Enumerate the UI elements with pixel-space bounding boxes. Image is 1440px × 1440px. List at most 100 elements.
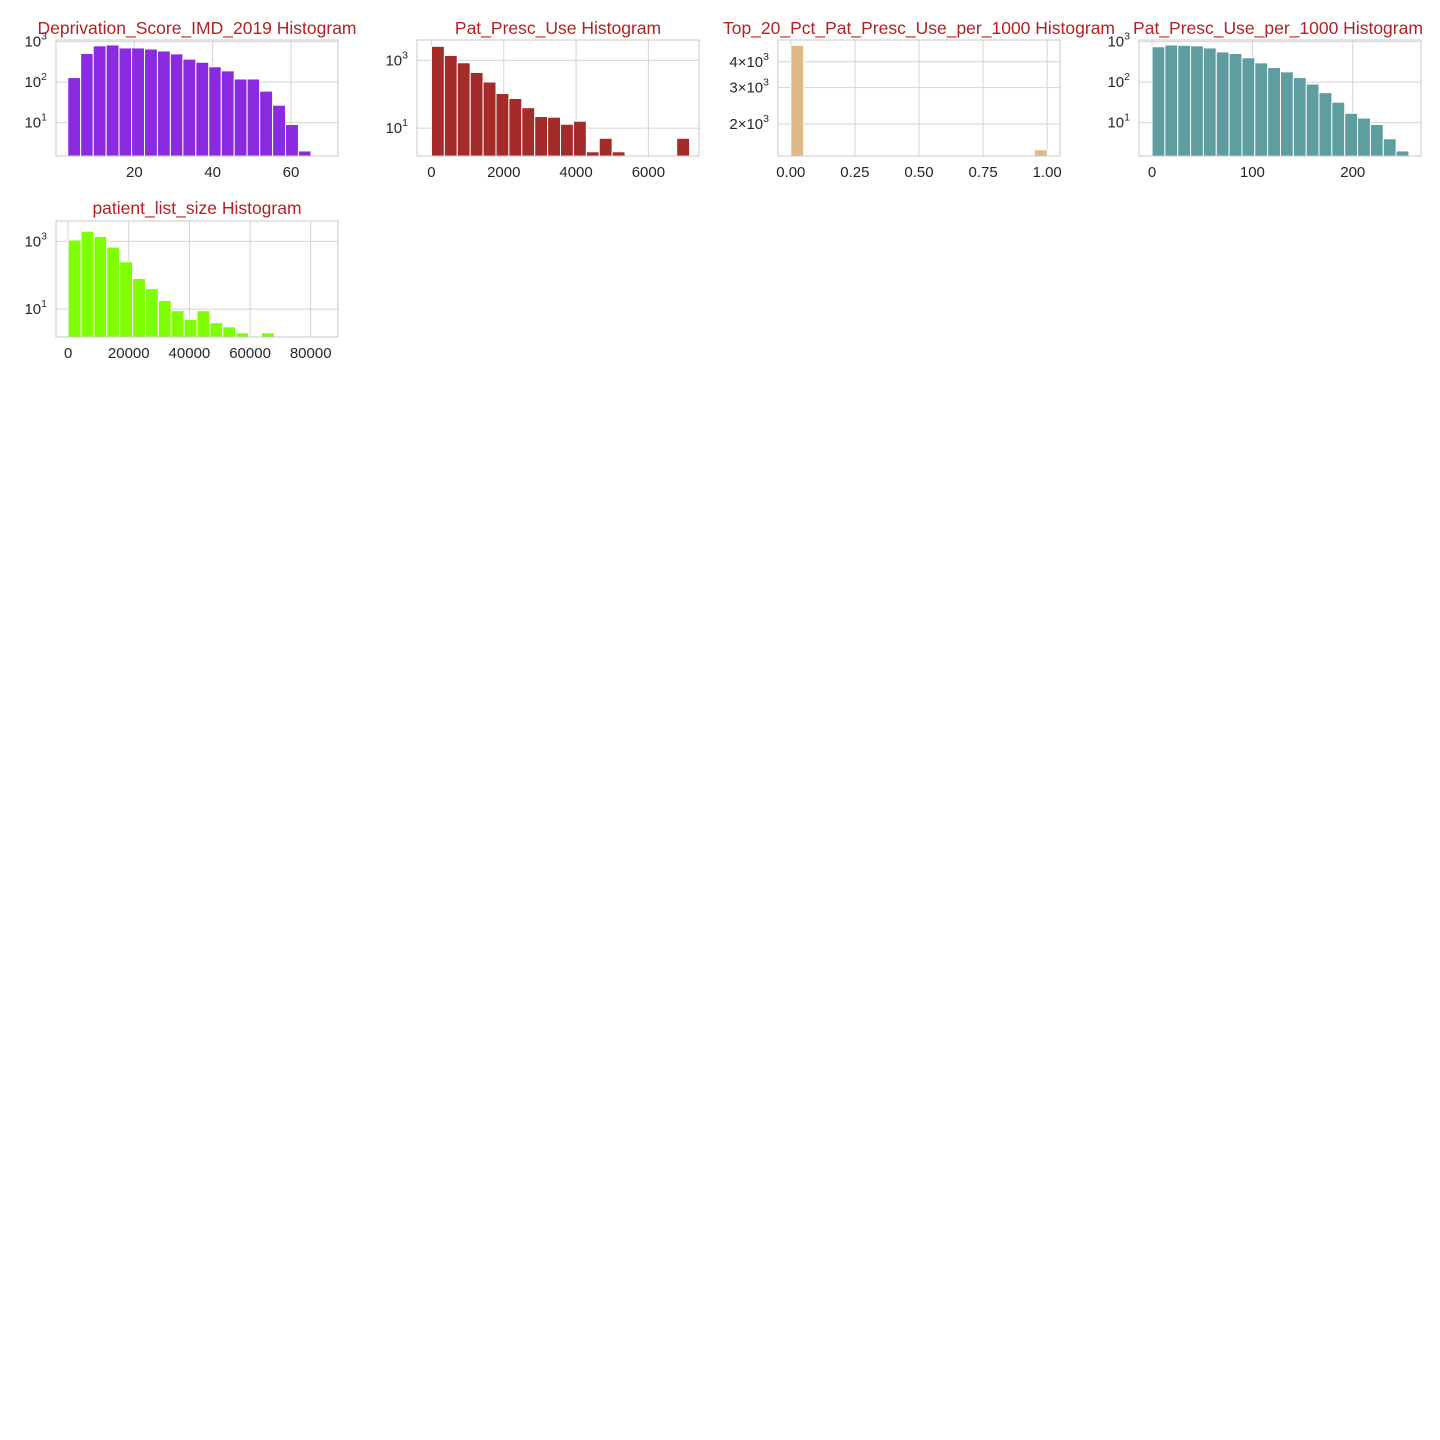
histogram-bar — [1241, 57, 1256, 157]
x-tick-label: 20 — [126, 164, 143, 181]
histogram-bar — [157, 299, 172, 338]
x-tick-label: 0 — [1148, 164, 1156, 181]
histogram-bar — [482, 81, 497, 157]
histogram-bar — [80, 53, 94, 157]
histogram-bar — [183, 318, 198, 338]
x-tick-label: 1.00 — [1033, 164, 1062, 181]
histogram-bar — [572, 120, 587, 157]
histogram-bar — [1369, 123, 1384, 157]
histogram-bar — [131, 47, 146, 157]
histogram-bar — [105, 44, 120, 157]
histogram-bar — [790, 44, 805, 157]
histogram-bar — [132, 278, 146, 338]
x-tick-label: 60000 — [229, 345, 271, 362]
histogram-bar — [1292, 77, 1307, 157]
y-tick-label: 102 — [24, 71, 47, 91]
histogram-bar — [233, 78, 248, 157]
histogram-bar — [1215, 51, 1230, 157]
histogram-bar — [1318, 92, 1333, 157]
histogram-bar — [92, 45, 107, 157]
histogram-bar — [598, 137, 613, 157]
histogram-bar — [297, 150, 312, 157]
x-tick-label: 40 — [204, 164, 221, 181]
histogram-bar — [495, 93, 510, 157]
histogram-bar — [1202, 47, 1217, 157]
y-tick-label: 101 — [24, 298, 47, 318]
histogram-bar — [80, 230, 95, 338]
histogram-bar — [106, 246, 121, 338]
axes-frame — [1138, 39, 1422, 157]
histogram-bar — [443, 54, 458, 157]
histogram-panel-deprivation-score: Deprivation_Score_IMD_2019 Histogram 20 4… — [24, 18, 356, 181]
x-tick-label: 60 — [283, 164, 300, 181]
histogram-bar — [469, 71, 484, 157]
y-tick-label: 2×103 — [729, 113, 769, 133]
histogram-bar — [456, 62, 471, 157]
x-tick-label: 0 — [64, 345, 72, 362]
histogram-panel-patient-list-size: patient_list_size Histogram 0 20000 40000 6… — [24, 198, 339, 362]
histogram-bar — [144, 48, 158, 157]
histogram-bar — [1190, 45, 1204, 157]
x-tick-label: 0.25 — [840, 164, 869, 181]
histogram-bar — [1254, 62, 1269, 157]
histogram-bar — [235, 332, 250, 338]
chart-title: Deprivation_Score_IMD_2019 Histogram — [37, 18, 356, 39]
histogram-bar — [259, 90, 274, 157]
histogram-bar — [169, 53, 184, 157]
histogram-bar — [611, 151, 626, 157]
histogram-bar — [1228, 53, 1243, 157]
chart-title: Pat_Presc_Use_per_1000 Histogram — [1133, 18, 1423, 39]
y-tick-label: 101 — [385, 117, 408, 137]
histogram-bar — [209, 322, 224, 338]
histogram-bar — [1267, 67, 1282, 157]
histogram-bar — [182, 58, 197, 157]
histogram-bar — [246, 78, 261, 157]
histogram-bar — [170, 310, 185, 338]
histogram-bar — [430, 45, 445, 157]
x-tick-label: 0.00 — [776, 164, 805, 181]
histogram-bar — [119, 261, 134, 338]
histogram-bar — [676, 137, 691, 157]
histogram-bar — [220, 70, 235, 157]
histogram-bar — [1331, 101, 1346, 157]
histogram-bar — [521, 107, 536, 157]
histogram-bar — [118, 47, 133, 157]
y-tick-label: 103 — [24, 230, 47, 250]
histogram-panel-top-20-pct: Top_20_Pct_Pat_Presc_Use_per_1000 Histog… — [723, 18, 1115, 181]
histogram-bar — [547, 116, 562, 157]
axes-frame — [55, 39, 339, 157]
y-tick-label: 102 — [1107, 71, 1130, 91]
histogram-bar — [195, 61, 210, 157]
y-tick-label: 3×103 — [729, 77, 769, 97]
histogram-bar — [272, 104, 287, 157]
histogram-bar — [1151, 46, 1166, 157]
histogram-bar — [285, 123, 299, 157]
histogram-bar — [1395, 150, 1410, 157]
histogram-bar — [144, 288, 159, 338]
y-tick-label: 101 — [24, 112, 47, 132]
y-tick-label: 103 — [24, 31, 47, 51]
x-tick-label: 0 — [427, 164, 435, 181]
histogram-bar — [1357, 117, 1371, 157]
x-tick-label: 200 — [1340, 164, 1365, 181]
histogram-bar — [560, 123, 574, 157]
histogram-bar — [1164, 44, 1179, 157]
x-tick-label: 100 — [1240, 164, 1265, 181]
x-tick-label: 0.50 — [904, 164, 933, 181]
histogram-bar — [1305, 83, 1320, 157]
x-tick-label: 6000 — [632, 164, 665, 181]
chart-title: Pat_Presc_Use Histogram — [455, 18, 661, 39]
histogram-bar — [67, 77, 82, 157]
axes-frame — [777, 39, 1061, 157]
y-tick-label: 101 — [1107, 112, 1130, 132]
histogram-bar — [1280, 71, 1294, 157]
histogram-panel-pat-presc-use-per-1000: Pat_Presc_Use_per_1000 Histogram 0 100 200… — [1107, 18, 1422, 181]
histogram-bar — [508, 97, 523, 157]
x-tick-label: 0.75 — [968, 164, 997, 181]
x-tick-label: 20000 — [108, 345, 150, 362]
y-tick-label: 103 — [1107, 31, 1130, 51]
histogram-bar — [222, 326, 237, 338]
histogram-panel-pat-presc-use: Pat_Presc_Use Histogram 0 2000 4000 6000 101… — [385, 18, 700, 181]
